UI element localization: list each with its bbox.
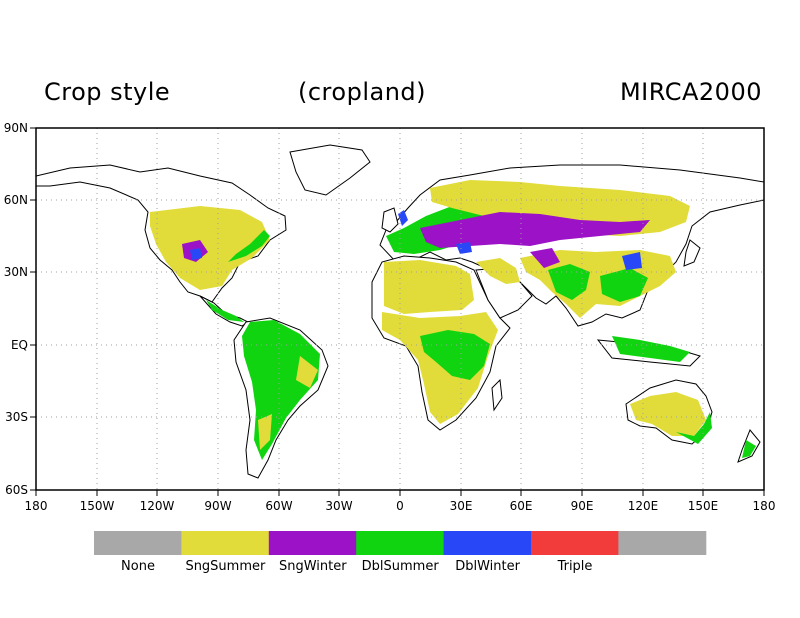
x-tick-label: 30W: [325, 499, 352, 513]
x-tick-label: 60W: [265, 499, 292, 513]
x-tick-label: 90E: [571, 499, 594, 513]
x-tick-label: 90W: [204, 499, 231, 513]
y-tick-label: 30S: [5, 410, 28, 424]
greenland-land: [289, 144, 371, 196]
x-tick-label: 180: [753, 499, 776, 513]
x-tick-label: 0: [396, 499, 404, 513]
y-tick-label: 30N: [4, 265, 28, 279]
legend-swatch: [181, 531, 270, 555]
legend-swatch: [94, 531, 182, 555]
map-title-center: (cropland): [298, 78, 426, 106]
legend-label: Triple: [557, 559, 593, 574]
map-title-right: MIRCA2000: [619, 78, 762, 106]
legend-swatch: [356, 531, 445, 555]
legend-swatch: [268, 531, 357, 555]
madagascar-land: [491, 378, 503, 412]
map-title-left: Crop style: [44, 78, 171, 106]
legend-swatch: [618, 531, 707, 555]
x-tick-label: 120W: [140, 499, 175, 513]
legend-label: None: [121, 559, 155, 574]
legend-label: SngWinter: [278, 559, 347, 574]
x-tick-label: 30E: [450, 499, 473, 513]
x-tick-label: 60E: [510, 499, 533, 513]
y-tick-label: 60S: [5, 483, 28, 497]
japan-land: [683, 239, 701, 267]
x-tick-label: 120E: [628, 499, 659, 513]
graticule: [36, 128, 764, 490]
legend-colorbar: [94, 531, 707, 555]
y-tick-labels: 90N 60N 30N EQ 30S 60S: [4, 121, 28, 497]
legend-swatch: [443, 531, 532, 555]
y-tick-label: 60N: [4, 193, 28, 207]
y-tick-marks: [30, 127, 36, 491]
legend-swatch: [531, 531, 619, 555]
legend-label: DblSummer: [361, 559, 439, 574]
x-tick-labels: 180 150W 120W 90W 60W 30W 0 30E 60E 90E …: [25, 499, 776, 513]
x-tick-marks: [35, 490, 765, 496]
x-tick-label: 150E: [688, 499, 719, 513]
x-tick-label: 180: [25, 499, 48, 513]
x-tick-label: 150W: [80, 499, 115, 513]
legend-label: SngSummer: [185, 559, 266, 574]
y-tick-label: 90N: [4, 121, 28, 135]
land-layer: [36, 144, 764, 479]
y-tick-label: EQ: [11, 338, 28, 352]
legend-label: DblWinter: [455, 559, 520, 574]
crop-patches: [150, 180, 756, 460]
britain-land: [381, 207, 399, 233]
